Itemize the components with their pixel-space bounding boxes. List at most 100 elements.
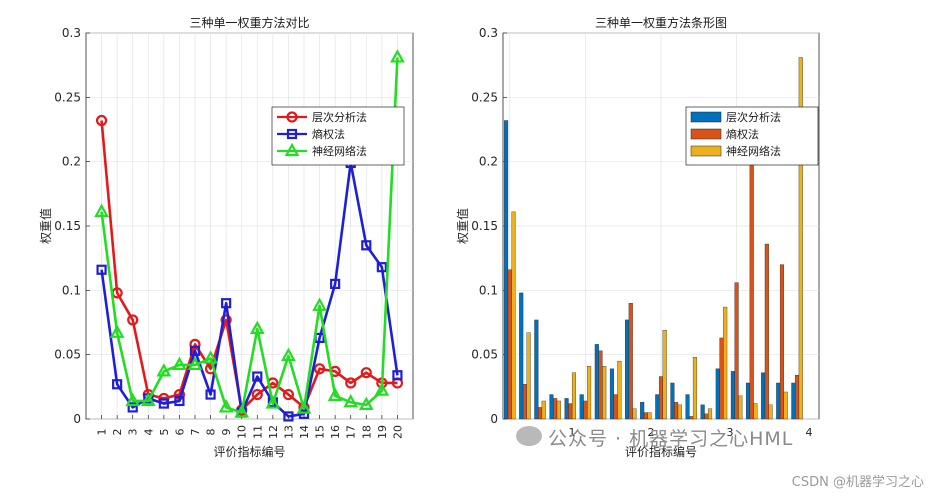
data-point bbox=[251, 388, 263, 401]
x-tick-label: 13 bbox=[282, 425, 295, 439]
y-tick-label: 0.1 bbox=[479, 283, 498, 297]
bar bbox=[602, 366, 607, 420]
data-point bbox=[234, 404, 250, 418]
bar bbox=[674, 402, 679, 420]
y-axis-label: 权重值 bbox=[455, 208, 470, 244]
bar bbox=[647, 412, 652, 420]
bar bbox=[704, 413, 709, 420]
data-point bbox=[313, 363, 326, 375]
bar bbox=[587, 366, 592, 420]
bar bbox=[568, 403, 573, 420]
bar bbox=[689, 416, 694, 420]
x-tick-label: 4 bbox=[142, 429, 155, 436]
bar bbox=[511, 211, 516, 420]
y-tick-label: 0.15 bbox=[54, 219, 81, 233]
data-point bbox=[95, 114, 108, 127]
y-tick-label: 0.05 bbox=[471, 348, 498, 362]
x-tick-label: 6 bbox=[173, 429, 186, 436]
bar bbox=[519, 292, 524, 420]
data-point bbox=[127, 402, 138, 413]
bar bbox=[692, 357, 697, 420]
y-tick-label: 0 bbox=[73, 412, 81, 426]
bar bbox=[715, 368, 720, 420]
x-tick-label: 3 bbox=[127, 429, 140, 436]
wechat-logo-icon bbox=[516, 426, 542, 446]
x-axis-label: 评价指标编号 bbox=[625, 444, 697, 459]
legend-marker bbox=[284, 142, 300, 157]
x-tick-label: 11 bbox=[251, 425, 264, 439]
x-tick-label: 10 bbox=[236, 425, 249, 439]
bar bbox=[538, 407, 543, 420]
bar bbox=[549, 394, 554, 420]
data-point bbox=[94, 203, 109, 217]
data-point bbox=[376, 262, 387, 273]
y-tick-label: 0.15 bbox=[471, 219, 498, 233]
bar bbox=[753, 403, 758, 420]
x-tick-label: 19 bbox=[376, 425, 389, 439]
data-point bbox=[296, 400, 312, 414]
y-tick-label: 0.2 bbox=[479, 155, 498, 169]
data-point bbox=[158, 398, 169, 409]
bar bbox=[613, 394, 618, 420]
bar bbox=[632, 408, 637, 420]
bar bbox=[708, 408, 713, 420]
legend-bar-swatch bbox=[690, 145, 722, 157]
x-tick-label: 18 bbox=[360, 425, 373, 439]
bar bbox=[719, 337, 724, 420]
data-point bbox=[140, 392, 156, 407]
y-tick-label: 0.3 bbox=[62, 26, 81, 40]
bar bbox=[798, 57, 803, 420]
data-point bbox=[112, 379, 123, 390]
data-point bbox=[374, 382, 390, 396]
x-tick-label: 1 bbox=[96, 429, 109, 436]
data-point bbox=[127, 314, 139, 326]
data-point bbox=[283, 411, 294, 422]
bar bbox=[541, 400, 546, 420]
x-tick-label: 2 bbox=[111, 429, 124, 436]
x-tick-label: 7 bbox=[189, 429, 202, 436]
bar bbox=[594, 344, 599, 420]
x-tick-label: 20 bbox=[391, 425, 404, 439]
x-tick-label: 17 bbox=[345, 425, 358, 439]
data-point bbox=[390, 49, 405, 63]
data-point bbox=[125, 392, 141, 407]
x-axis-label: 评价指标编号 bbox=[213, 444, 285, 459]
bar bbox=[749, 162, 754, 420]
bar bbox=[504, 120, 509, 420]
y-axis-label: 权重值 bbox=[38, 208, 53, 244]
data-point bbox=[218, 399, 234, 413]
data-point bbox=[96, 264, 107, 275]
y-tick-label: 0.2 bbox=[62, 155, 81, 169]
bar bbox=[655, 394, 660, 420]
x-tick-label: 14 bbox=[298, 425, 311, 439]
data-point bbox=[220, 314, 232, 326]
bar bbox=[583, 400, 588, 420]
x-tick-label: 15 bbox=[314, 425, 327, 439]
x-tick-label: 1 bbox=[569, 426, 576, 439]
bar bbox=[556, 400, 561, 420]
data-point bbox=[345, 377, 357, 389]
bar bbox=[776, 382, 781, 420]
x-tick-label: 5 bbox=[158, 429, 171, 436]
legend-entry: 熵权法 bbox=[726, 127, 759, 141]
bar bbox=[764, 243, 769, 420]
y-tick-label: 0.3 bbox=[479, 26, 498, 40]
data-point bbox=[343, 393, 359, 408]
data-point bbox=[203, 350, 218, 364]
data-point bbox=[189, 345, 201, 356]
bar bbox=[609, 368, 614, 420]
data-point bbox=[327, 387, 343, 401]
data-point bbox=[249, 320, 265, 335]
legend-bar-swatch bbox=[690, 128, 722, 140]
bar bbox=[617, 360, 622, 420]
bar bbox=[579, 394, 584, 420]
bar bbox=[628, 303, 633, 420]
bar bbox=[700, 404, 705, 420]
data-point bbox=[330, 278, 341, 289]
legend-marker bbox=[286, 128, 298, 140]
bar bbox=[677, 404, 682, 420]
